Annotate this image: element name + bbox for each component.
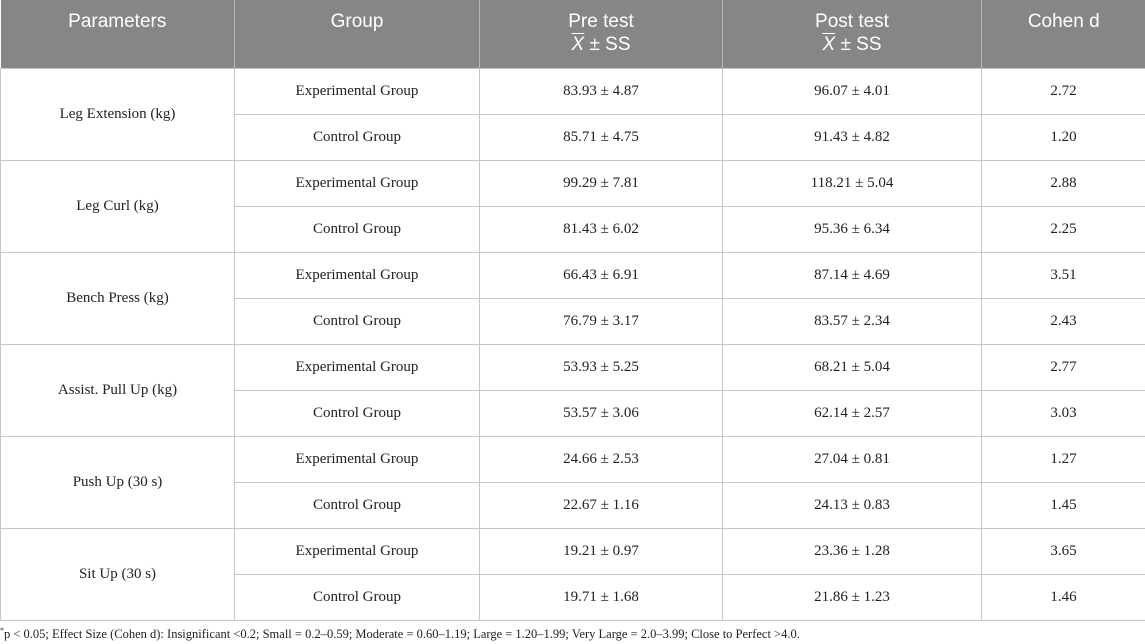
cohen-d-cell: 2.43: [981, 298, 1145, 345]
table-row: Leg Curl (kg) Experimental Group 99.29 ± 7…: [0, 160, 1145, 253]
pre-test-cell: 19.21 ± 0.97: [479, 528, 723, 575]
table-row: Control Group 85.71 ± 4.75 91.43 ± 4.82 1.2…: [1, 114, 1145, 161]
header-row: Parameters Group Pre test X ± SS Post te…: [0, 0, 1145, 69]
pre-test-title: Pre test: [568, 11, 634, 32]
table-row: Leg Extension (kg) Experimental Group 83.9…: [0, 68, 1145, 161]
post-test-cell: 27.04 ± 0.81: [722, 436, 982, 483]
table-row: Bench Press (kg) Experimental Group 66.43 …: [0, 252, 1145, 345]
parameter-cell: Bench Press (kg): [0, 252, 235, 345]
table-row: Control Group 53.57 ± 3.06 62.14 ± 2.57 3.0…: [1, 390, 1145, 437]
post-test-cell: 23.36 ± 1.28: [722, 528, 982, 575]
cohen-d-cell: 1.45: [981, 482, 1145, 529]
footnote: *p < 0.05; Effect Size (Cohen d): Insign…: [0, 626, 800, 642]
post-test-cell: 21.86 ± 1.23: [722, 574, 982, 621]
group-cell: Control Group: [234, 574, 480, 621]
post-test-cell: 95.36 ± 6.34: [722, 206, 982, 253]
post-test-cell: 83.57 ± 2.34: [722, 298, 982, 345]
table-row: Control Group 19.71 ± 1.68 21.86 ± 1.23 1.4…: [1, 574, 1145, 621]
group-cell: Control Group: [234, 114, 480, 161]
pre-test-subtitle: X ± SS: [571, 34, 631, 55]
group-cell: Control Group: [234, 390, 480, 437]
table-row: Control Group 81.43 ± 6.02 95.36 ± 6.34 2.2…: [1, 206, 1145, 253]
cohen-d-cell: 3.03: [981, 390, 1145, 437]
cohen-d-cell: 2.25: [981, 206, 1145, 253]
cohen-d-cell: 3.65: [981, 528, 1145, 575]
header-pre-test: Pre test X ± SS: [479, 0, 723, 69]
post-test-cell: 68.21 ± 5.04: [722, 344, 982, 391]
header-group: Group: [234, 0, 480, 69]
pre-test-cell: 53.57 ± 3.06: [479, 390, 723, 437]
header-post-test: Post test X ± SS: [722, 0, 982, 69]
table-row: Push Up (30 s) Experimental Group 24.66 ± …: [0, 436, 1145, 529]
post-test-cell: 24.13 ± 0.83: [722, 482, 982, 529]
group-cell: Experimental Group: [234, 344, 480, 391]
table-row: Assist. Pull Up (kg) Experimental Group 53…: [0, 344, 1145, 437]
cohen-d-cell: 2.72: [981, 68, 1145, 115]
pre-test-cell: 99.29 ± 7.81: [479, 160, 723, 207]
parameter-cell: Leg Curl (kg): [0, 160, 235, 253]
cohen-d-cell: 2.88: [981, 160, 1145, 207]
group-cell: Experimental Group: [234, 68, 480, 115]
pre-test-cell: 85.71 ± 4.75: [479, 114, 723, 161]
post-test-subtitle: X ± SS: [822, 34, 882, 55]
pre-test-cell: 76.79 ± 3.17: [479, 298, 723, 345]
post-test-title: Post test: [815, 11, 889, 32]
table-row: Control Group 76.79 ± 3.17 83.57 ± 2.34 2.4…: [1, 298, 1145, 345]
post-test-cell: 96.07 ± 4.01: [722, 68, 982, 115]
parameter-cell: Leg Extension (kg): [0, 68, 235, 161]
pre-test-cell: 22.67 ± 1.16: [479, 482, 723, 529]
post-test-cell: 91.43 ± 4.82: [722, 114, 982, 161]
group-cell: Control Group: [234, 298, 480, 345]
parameter-cell: Assist. Pull Up (kg): [0, 344, 235, 437]
group-cell: Experimental Group: [234, 528, 480, 575]
post-test-cell: 87.14 ± 4.69: [722, 252, 982, 299]
pre-test-cell: 19.71 ± 1.68: [479, 574, 723, 621]
header-parameters: Parameters: [0, 0, 235, 69]
pre-test-cell: 53.93 ± 5.25: [479, 344, 723, 391]
pre-test-cell: 66.43 ± 6.91: [479, 252, 723, 299]
group-cell: Control Group: [234, 482, 480, 529]
group-cell: Experimental Group: [234, 160, 480, 207]
post-test-cell: 62.14 ± 2.57: [722, 390, 982, 437]
post-test-cell: 118.21 ± 5.04: [722, 160, 982, 207]
group-cell: Experimental Group: [234, 252, 480, 299]
cohen-d-cell: 1.46: [981, 574, 1145, 621]
pre-test-cell: 83.93 ± 4.87: [479, 68, 723, 115]
table-row: Control Group 22.67 ± 1.16 24.13 ± 0.83 1.4…: [1, 482, 1145, 529]
group-cell: Control Group: [234, 206, 480, 253]
cohen-d-cell: 1.20: [981, 114, 1145, 161]
results-table: Parameters Group Pre test X ± SS Post te…: [0, 0, 1145, 621]
cohen-d-cell: 2.77: [981, 344, 1145, 391]
parameter-cell: Sit Up (30 s): [0, 528, 235, 621]
table-row: Sit Up (30 s) Experimental Group 19.21 ± 0…: [0, 528, 1145, 621]
pre-test-cell: 81.43 ± 6.02: [479, 206, 723, 253]
parameter-cell: Push Up (30 s): [0, 436, 235, 529]
header-cohen-d: Cohen d: [981, 0, 1145, 69]
group-cell: Experimental Group: [234, 436, 480, 483]
cohen-d-cell: 1.27: [981, 436, 1145, 483]
cohen-d-cell: 3.51: [981, 252, 1145, 299]
pre-test-cell: 24.66 ± 2.53: [479, 436, 723, 483]
